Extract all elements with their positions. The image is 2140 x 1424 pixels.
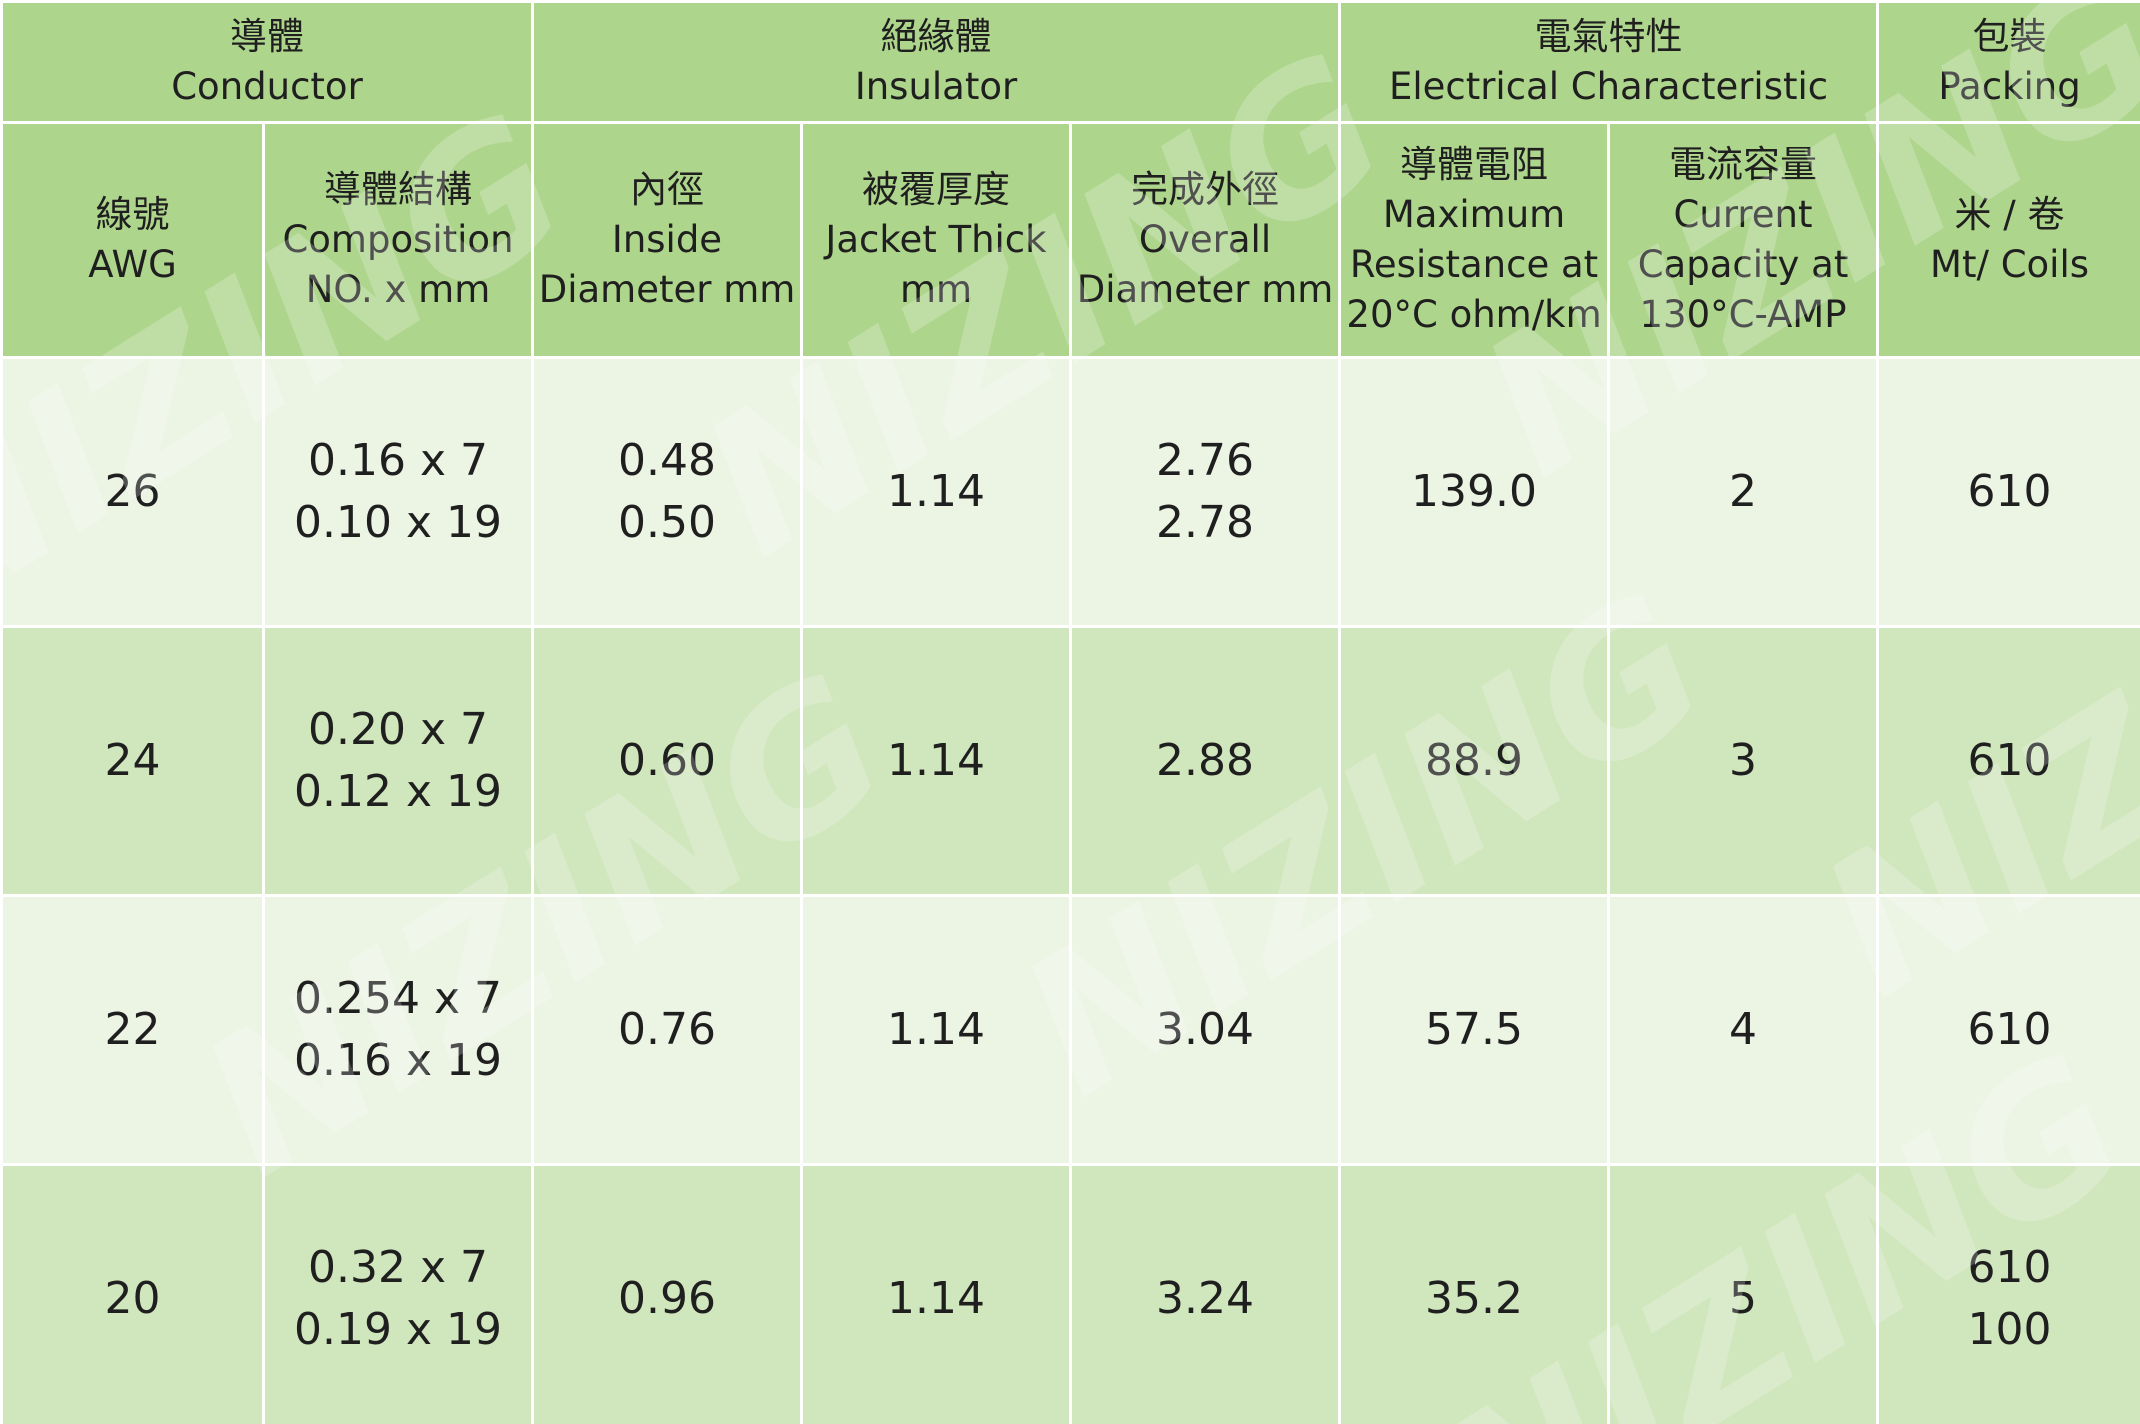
cell-jacket-thick: 1.14: [800, 356, 1072, 628]
cell-meters-per-coil: 610: [1876, 356, 2140, 628]
table-row: 20 0.32 x 7 0.19 x 19 0.96 1.14 3.24 35.2 5 610 1…: [0, 1163, 2140, 1424]
cell-inside-diameter: 0.60: [531, 625, 803, 897]
group-header-conductor: 導體 Conductor: [0, 0, 534, 124]
column-header-inside-diameter: 內徑 Inside Diameter mm: [531, 121, 803, 359]
group-header-electrical: 電氣特性 Electrical Characteristic: [1338, 0, 1880, 124]
cell-composition: 0.32 x 7 0.19 x 19: [262, 1163, 534, 1424]
table-body: 26 0.16 x 7 0.10 x 19 0.48 0.50 1.14 2.76 2.78 1…: [0, 356, 2140, 1424]
column-header-meters-per-coil: 米 / 卷 Mt/ Coils: [1876, 121, 2140, 359]
cell-overall-diameter: 2.76 2.78: [1068, 356, 1342, 628]
column-header-current-capacity: 電流容量 Current Capacity at 130°C-AMP: [1607, 121, 1880, 359]
cell-meters-per-coil: 610: [1876, 625, 2140, 897]
cell-composition: 0.20 x 7 0.12 x 19: [262, 625, 534, 897]
table-row: 26 0.16 x 7 0.10 x 19 0.48 0.50 1.14 2.76 2.78 1…: [0, 356, 2140, 628]
cell-max-resistance: 139.0: [1338, 356, 1611, 628]
column-header-composition: 導體結構 Composition NO. x mm: [262, 121, 534, 359]
cell-meters-per-coil: 610 100: [1876, 1163, 2140, 1424]
cell-overall-diameter: 3.24: [1068, 1163, 1342, 1424]
cell-jacket-thick: 1.14: [800, 894, 1072, 1166]
cell-awg: 24: [0, 625, 265, 897]
cell-jacket-thick: 1.14: [800, 1163, 1072, 1424]
cell-composition: 0.16 x 7 0.10 x 19: [262, 356, 534, 628]
cell-current-capacity: 2: [1607, 356, 1880, 628]
table-row: 24 0.20 x 7 0.12 x 19 0.60 1.14 2.88 88.9 3 610: [0, 625, 2140, 897]
cell-current-capacity: 3: [1607, 625, 1880, 897]
column-header-row: 線號 AWG 導體結構 Composition NO. x mm 內徑 Inside Diam…: [0, 121, 2140, 359]
cell-composition: 0.254 x 7 0.16 x 19: [262, 894, 534, 1166]
cell-current-capacity: 5: [1607, 1163, 1880, 1424]
cell-inside-diameter: 0.96: [531, 1163, 803, 1424]
table-row: 22 0.254 x 7 0.16 x 19 0.76 1.14 3.04 57.5 4 610: [0, 894, 2140, 1166]
group-header-insulator: 絕緣體 Insulator: [530, 0, 1342, 124]
cell-inside-diameter: 0.76: [531, 894, 803, 1166]
column-header-awg: 線號 AWG: [0, 121, 265, 359]
group-header-row: 導體 Conductor 絕緣體 Insulator 電氣特性 Electric…: [0, 0, 2140, 124]
cell-awg: 20: [0, 1163, 265, 1424]
cell-current-capacity: 4: [1607, 894, 1880, 1166]
column-header-jacket-thick: 被覆厚度 Jacket Thick mm: [800, 121, 1072, 359]
cell-max-resistance: 35.2: [1338, 1163, 1611, 1424]
cell-overall-diameter: 3.04: [1068, 894, 1342, 1166]
cell-awg: 26: [0, 356, 265, 628]
group-header-packing: 包裝 Packing: [1876, 0, 2140, 124]
cell-jacket-thick: 1.14: [800, 625, 1072, 897]
cell-inside-diameter: 0.48 0.50: [531, 356, 803, 628]
cell-awg: 22: [0, 894, 265, 1166]
cell-meters-per-coil: 610: [1876, 894, 2140, 1166]
cell-overall-diameter: 2.88: [1068, 625, 1342, 897]
column-header-max-resistance: 導體電阻 Maximum Resistance at 20°C ohm/km: [1338, 121, 1611, 359]
cell-max-resistance: 57.5: [1338, 894, 1611, 1166]
cell-max-resistance: 88.9: [1338, 625, 1611, 897]
column-header-overall-diameter: 完成外徑 Overall Diameter mm: [1068, 121, 1342, 359]
